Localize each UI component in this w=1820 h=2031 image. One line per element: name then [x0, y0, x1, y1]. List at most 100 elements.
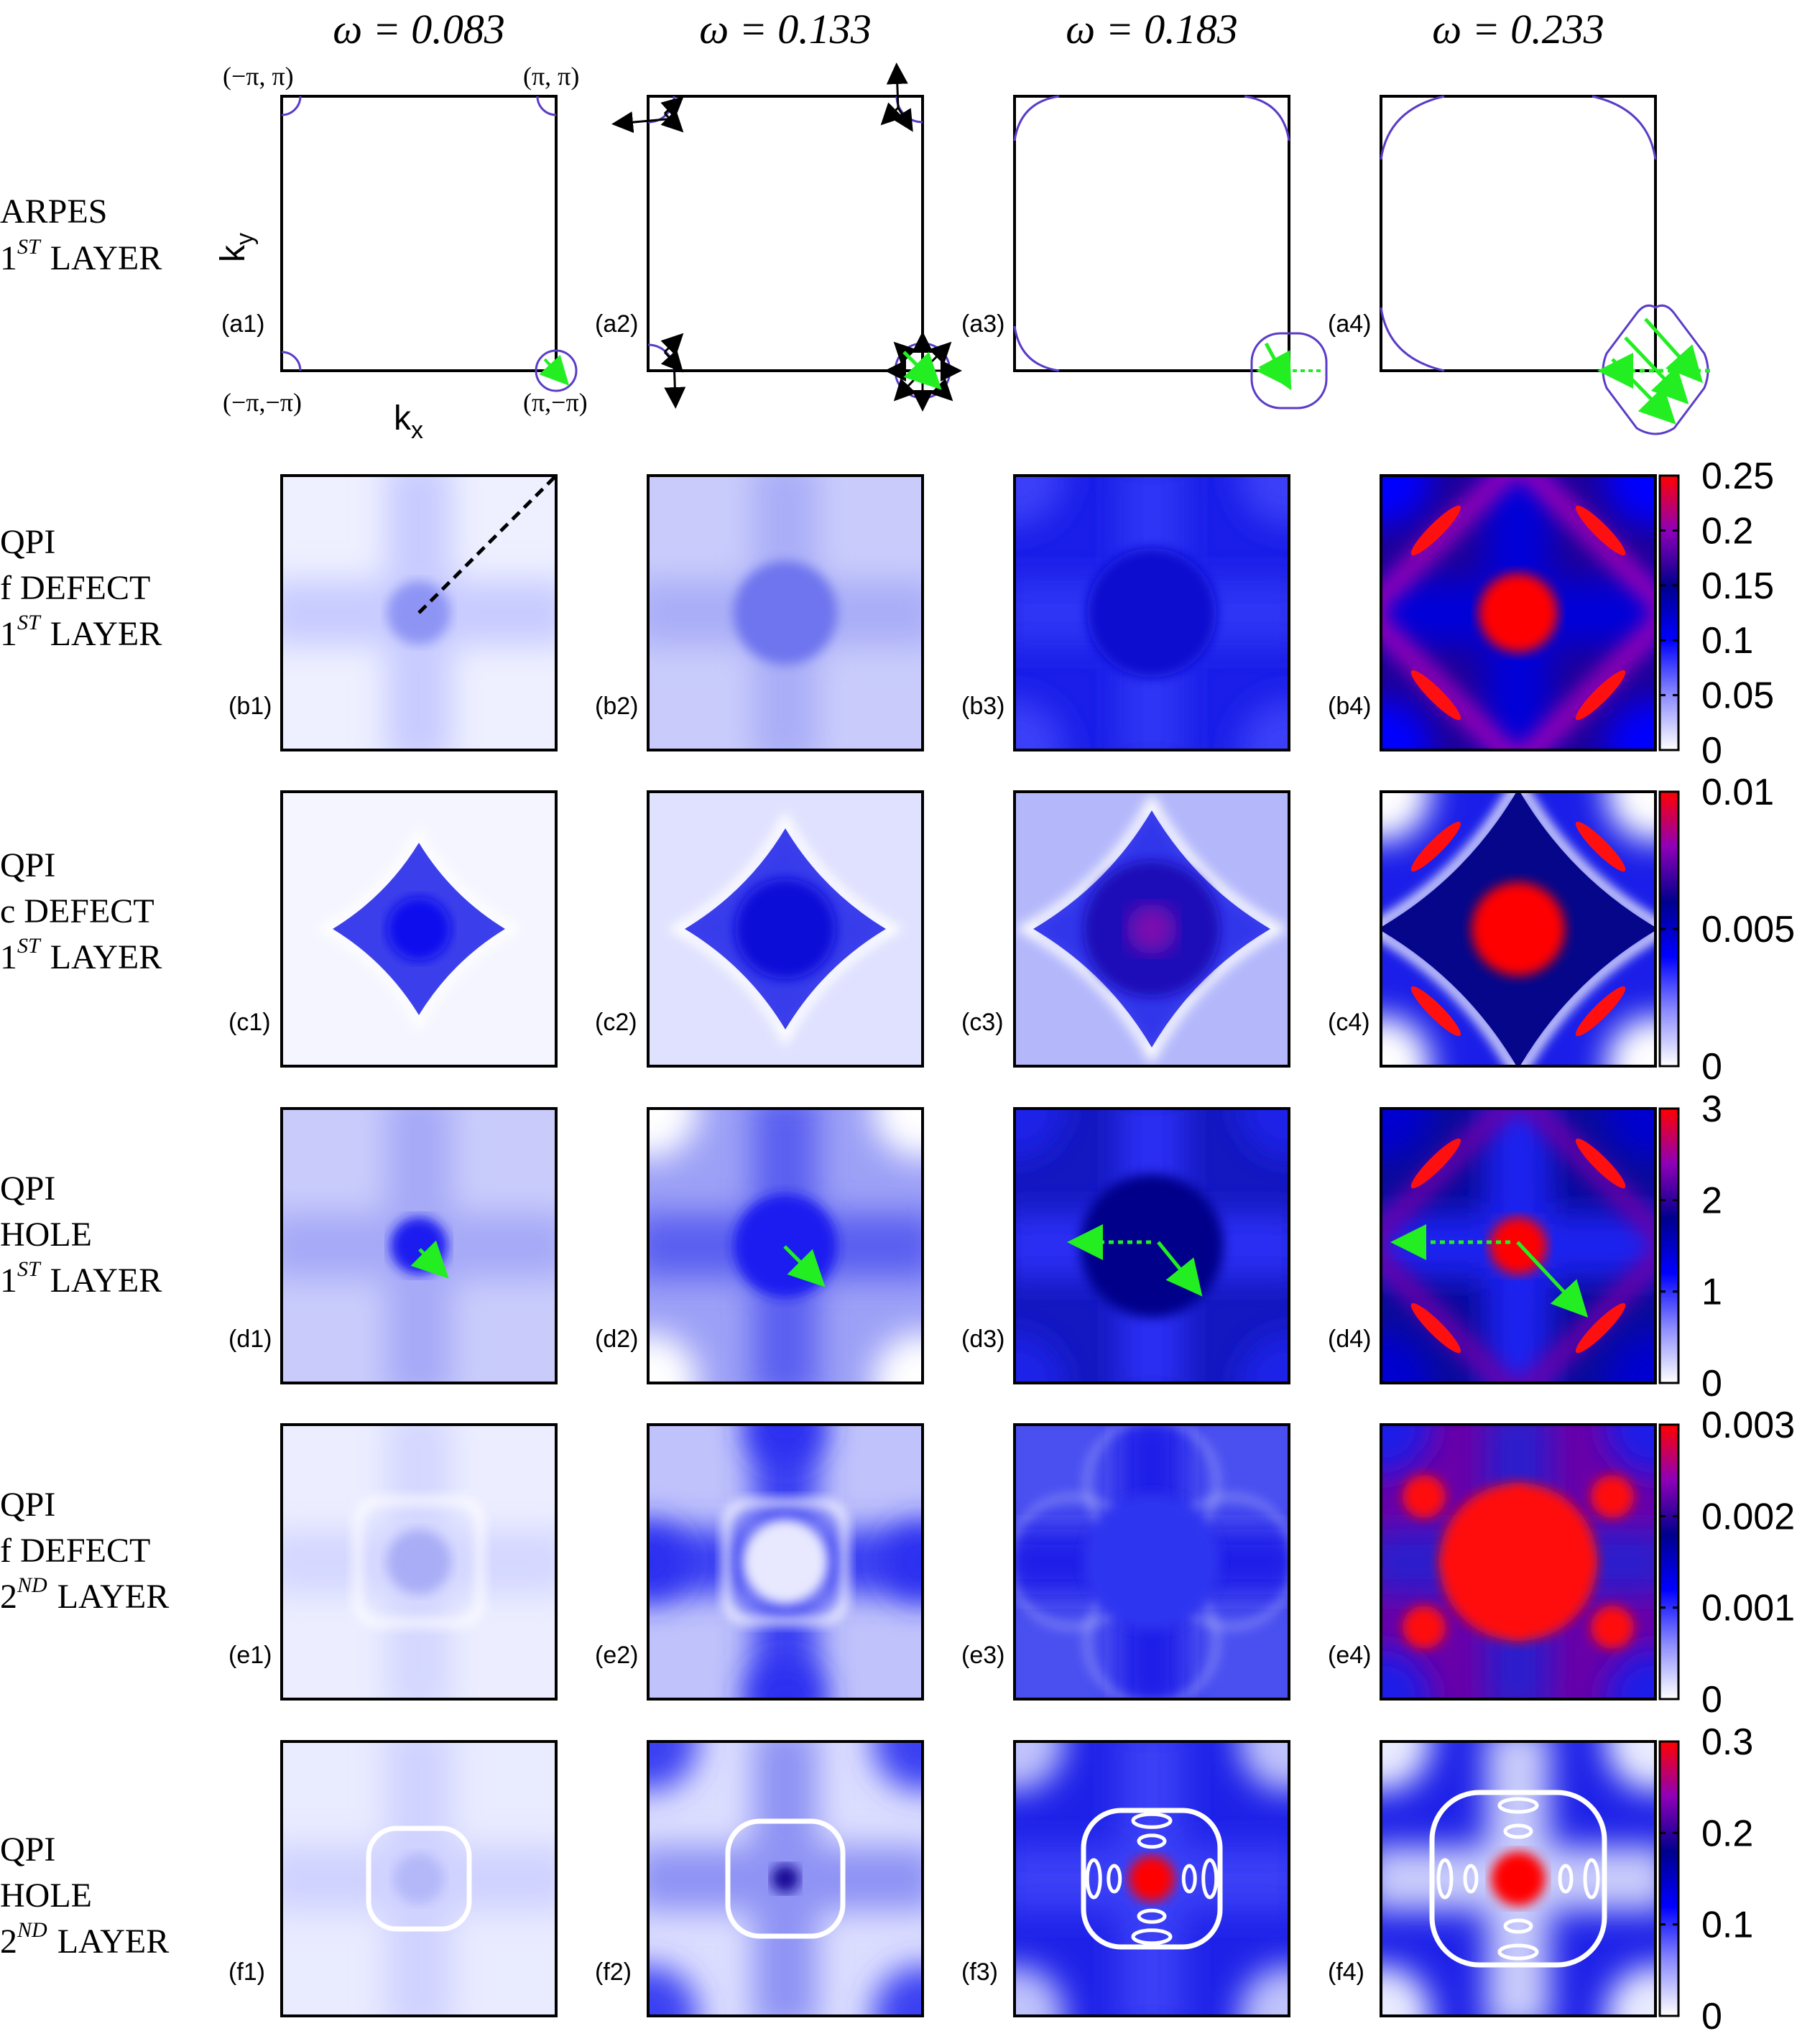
colorbar-tick-label: 0.2: [1701, 510, 1753, 552]
heatmap-panel: (d1): [228, 1107, 558, 1384]
panel-a3: (a3): [961, 95, 1328, 410]
heatmap-panel: (f4): [1328, 1740, 1657, 2017]
row-label-line: QPI: [0, 1831, 55, 1869]
colorbar-tick-label: 1: [1701, 1272, 1722, 1313]
heatmap-fill: [648, 1425, 923, 1699]
panel-label: (b4): [1328, 693, 1371, 720]
heatmap-fill: [282, 1109, 556, 1383]
colorbar-tick-label: 0.15: [1701, 565, 1774, 607]
row-label-line: c DEFECT: [0, 892, 154, 930]
row-label-line: QPI: [0, 1170, 55, 1208]
row-label-line: HOLE: [0, 1877, 92, 1915]
colorbar-tick-label: 0.1: [1701, 620, 1753, 662]
panel-label: (c1): [228, 1009, 271, 1036]
colorbar-tick-label: 0.001: [1701, 1588, 1795, 1629]
colorbar-tick-label: 0: [1701, 1046, 1722, 1088]
panel-frame: [280, 1423, 558, 1701]
panel-label: (f4): [1328, 1958, 1364, 1986]
colorbar-tick-label: 0.01: [1701, 772, 1774, 813]
colorbar-tick-label: 2: [1701, 1180, 1722, 1221]
panel-label: (c3): [961, 1009, 1004, 1036]
column-headers: ω = 0.083 ω = 0.133 ω = 0.183 ω = 0.233: [333, 6, 1604, 52]
row-label-line: f DEFECT: [0, 569, 150, 607]
heatmap-fill: [282, 1741, 556, 2016]
heatmap-fill: [648, 476, 923, 750]
scattering-arrow: [783, 1245, 826, 1287]
panel-label: (f2): [595, 1958, 632, 1986]
colorbar-tick-label: 0.3: [1701, 1721, 1753, 1763]
heatmap-panel: (b4): [1328, 474, 1657, 751]
colorbar-tick-label: 0.1: [1701, 1905, 1753, 1946]
scattering-arrow: [410, 1240, 449, 1279]
heatmap-fill: [1381, 792, 1655, 1066]
panel-label: (e3): [961, 1642, 1004, 1669]
panel-a4: (a4): [1328, 95, 1710, 435]
colorbar-tick-label: 0: [1701, 1679, 1722, 1721]
colorbar-tick-label: 0.2: [1701, 1813, 1753, 1854]
panel-label: (a1): [221, 310, 264, 338]
panel-label: (c4): [1328, 1009, 1370, 1036]
row-label-line: 1ST LAYER: [0, 934, 162, 976]
panel-frame: [1013, 790, 1290, 1068]
panel-label: (d1): [228, 1326, 272, 1353]
row-label-line: 1ST LAYER: [0, 235, 162, 277]
panel-frame: [280, 1107, 558, 1384]
panel-frame: [1380, 1107, 1657, 1384]
column-header: ω = 0.083: [333, 6, 505, 52]
heatmap-panel: (b2): [595, 474, 924, 751]
heatmap-panel: (e3): [961, 1423, 1290, 1701]
axis-label-y: ky: [214, 233, 259, 262]
panel-label: (e4): [1328, 1642, 1371, 1669]
colorbar: 0.003 0.002 0.001 0: [1658, 1405, 1795, 1721]
colorbar: 0.25 0.2 0.15 0.1 0.05 0: [1658, 455, 1774, 772]
heatmap-fill: [1381, 1109, 1655, 1383]
heatmap-panel: (d3): [961, 1107, 1290, 1384]
heatmap-fill: [1381, 476, 1655, 750]
panel-label: (e2): [595, 1642, 638, 1669]
panel-frame: [1013, 1740, 1290, 2017]
row-label-line: QPI: [0, 846, 55, 884]
panel-label: (f3): [961, 1958, 998, 1986]
corner-label: (−π,−π): [223, 388, 302, 417]
heatmap-fill: [1015, 1425, 1289, 1699]
panel-frame: [280, 790, 558, 1068]
colorbar: 3 2 1 0: [1658, 1088, 1722, 1405]
panel-label: (d2): [595, 1326, 638, 1353]
row-label-line: QPI: [0, 523, 55, 561]
heatmap-panel: (c4): [1328, 790, 1657, 1068]
panel-frame: [280, 474, 558, 751]
panel-label: (b2): [595, 693, 638, 720]
axis-label-x: kx: [394, 399, 423, 444]
row-label-line: HOLE: [0, 1216, 92, 1254]
scattering-arrow: [1157, 1241, 1203, 1297]
row-label-line: 2ND LAYER: [0, 1918, 169, 1961]
panel-label: (d3): [961, 1326, 1004, 1353]
panel-label: (b3): [961, 693, 1004, 720]
colorbar-tick-label: 3: [1701, 1088, 1722, 1130]
row-label-line: ARPES: [0, 193, 107, 231]
heatmap-panel: (e2): [595, 1423, 924, 1701]
panel-a2: (a2): [595, 63, 962, 412]
panel-frame: [1380, 1423, 1657, 1701]
heatmap-fill: [648, 1741, 923, 2016]
panel-frame: [280, 1740, 558, 2017]
panel-label: (d4): [1328, 1326, 1371, 1353]
row-label-line: QPI: [0, 1486, 55, 1524]
panel-frame: [1013, 474, 1290, 751]
heatmap-fill: [1381, 1425, 1655, 1699]
panel-frame: [647, 1423, 924, 1701]
heatmap-fill: [1015, 792, 1289, 1066]
colorbar-tick-label: 0: [1701, 730, 1722, 772]
panel-label: (a4): [1328, 310, 1371, 338]
panel-frame: [647, 1740, 924, 2017]
heatmap-fill: [648, 792, 923, 1066]
panel-label: (c2): [595, 1009, 637, 1036]
heatmap-panel: (d2): [595, 1107, 924, 1384]
heatmap-panel: (f2): [595, 1740, 924, 2017]
colorbar-tick-label: 0.002: [1701, 1496, 1795, 1537]
colorbar-tick-label: 0: [1701, 1996, 1722, 2031]
colorbar-tick-label: 0.005: [1701, 909, 1795, 950]
column-header: ω = 0.183: [1066, 6, 1238, 52]
panel-frame: [1013, 1107, 1290, 1384]
